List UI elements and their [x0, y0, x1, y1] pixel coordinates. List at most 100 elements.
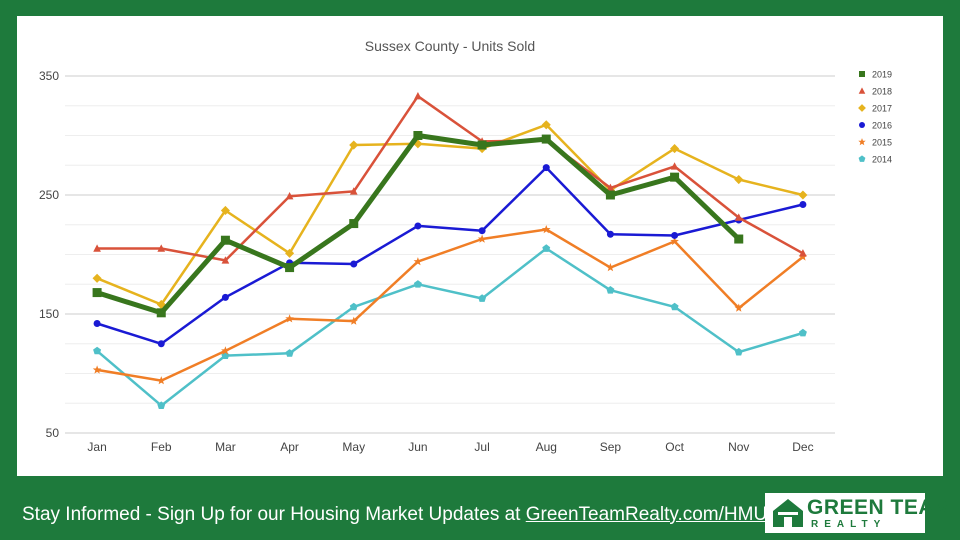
footer-link[interactable]: GreenTeamRealty.com/HMU — [525, 504, 768, 525]
data-point-2018 — [349, 187, 358, 195]
data-point-2015 — [477, 234, 487, 243]
data-point-2017 — [92, 273, 102, 283]
data-point-2015 — [156, 376, 166, 385]
data-point-2015 — [221, 346, 230, 355]
x-tick-label: Jan — [87, 440, 106, 454]
series-line-2015 — [96, 228, 804, 382]
data-point-2014 — [285, 349, 294, 357]
legend-label-2014: 2014 — [872, 155, 892, 165]
legend-label-2016: 2016 — [872, 121, 892, 131]
data-point-2019 — [156, 308, 166, 318]
series-line-2014 — [96, 247, 804, 407]
green-team-realty-logo[interactable]: GREEN TEAM REALTY — [765, 493, 952, 533]
logo-sub-text: REALTY — [811, 519, 887, 530]
x-tick-label: Nov — [728, 440, 749, 454]
legend-label-2017: 2017 — [872, 104, 892, 114]
x-tick-label: Aug — [536, 440, 557, 454]
data-point-2014 — [542, 244, 551, 252]
legend-label-2019: 2019 — [872, 70, 892, 80]
data-point-2016 — [221, 293, 229, 301]
x-tick-label: Feb — [151, 440, 172, 454]
data-point-2015 — [92, 365, 102, 374]
data-point-2018 — [734, 213, 743, 221]
house-icon — [773, 499, 803, 527]
x-tick-label: Jul — [474, 440, 489, 454]
data-point-2015 — [606, 263, 615, 272]
data-point-2017 — [798, 190, 808, 200]
data-point-2014 — [734, 347, 743, 356]
legend-marker-2014 — [858, 155, 866, 162]
legend-label-2018: 2018 — [872, 87, 892, 97]
y-tick-label: 150 — [39, 307, 59, 321]
data-point-2014 — [798, 328, 807, 337]
data-point-2014 — [478, 294, 487, 302]
legend-marker-2016 — [859, 122, 865, 128]
data-point-2019 — [734, 234, 744, 244]
legend-label-2015: 2015 — [872, 138, 892, 148]
data-point-2016 — [606, 230, 614, 238]
data-point-2018 — [221, 256, 230, 264]
data-point-2014 — [670, 302, 679, 311]
y-tick-label: 350 — [39, 69, 59, 83]
data-point-2019 — [285, 263, 295, 273]
data-point-2018 — [414, 92, 422, 100]
data-point-2016 — [799, 201, 807, 209]
data-point-2019 — [413, 131, 423, 140]
x-tick-label: Jun — [408, 440, 427, 454]
data-point-2019 — [670, 172, 680, 182]
data-point-2018 — [606, 183, 615, 192]
y-tick-label: 250 — [39, 188, 59, 202]
data-point-2016 — [478, 227, 486, 235]
legend-marker-2017 — [858, 104, 866, 112]
logo-main-text: GREEN TEAM — [807, 496, 953, 519]
data-point-2016 — [414, 222, 422, 230]
data-point-2018 — [799, 249, 807, 257]
chart-title: Sussex County - Units Sold — [365, 38, 535, 54]
footer-message: Stay Informed - Sign Up for our Housing … — [22, 504, 767, 526]
data-point-2018 — [285, 191, 294, 200]
data-point-2014 — [606, 286, 615, 294]
data-point-2016 — [157, 340, 165, 348]
data-point-2014 — [93, 346, 102, 355]
data-point-2017 — [670, 144, 680, 154]
data-point-2017 — [285, 248, 295, 258]
data-point-2016 — [93, 320, 101, 328]
data-point-2014 — [413, 280, 422, 288]
data-point-2016 — [542, 164, 550, 172]
footer-text: Stay Informed - Sign Up for our Housing … — [22, 504, 526, 525]
data-point-2015 — [541, 225, 551, 234]
data-point-2019 — [220, 235, 230, 245]
data-point-2019 — [349, 219, 359, 229]
data-point-2015 — [734, 303, 744, 312]
x-tick-label: Dec — [792, 440, 813, 454]
data-point-2018 — [157, 244, 166, 252]
data-point-2019 — [92, 288, 102, 298]
legend-marker-2018 — [858, 87, 866, 94]
data-point-2015 — [285, 314, 294, 323]
legend-marker-2019 — [859, 71, 865, 77]
data-point-2018 — [93, 244, 101, 252]
series-line-2016 — [96, 166, 804, 346]
data-point-2015 — [413, 257, 423, 266]
data-point-2017 — [541, 120, 551, 130]
data-point-2019 — [605, 190, 615, 200]
line-chart: Sussex County - Units Sold 50 150 250 350 Jan… — [39, 38, 892, 454]
x-tick-label: Sep — [600, 440, 622, 454]
legend-marker-2015 — [858, 138, 866, 146]
y-tick-label: 50 — [46, 426, 60, 440]
data-point-2016 — [671, 231, 679, 239]
x-tick-label: Apr — [280, 440, 299, 454]
data-point-2019 — [541, 134, 551, 144]
data-point-2017 — [734, 174, 744, 185]
data-point-2016 — [350, 260, 358, 268]
data-point-2014 — [349, 302, 358, 311]
x-tick-label: May — [342, 440, 365, 454]
data-point-2019 — [477, 140, 487, 150]
data-point-2015 — [670, 236, 679, 246]
data-point-2018 — [670, 162, 679, 170]
data-point-2014 — [157, 401, 166, 409]
series-line-2017 — [96, 123, 804, 306]
data-point-2015 — [349, 316, 359, 325]
chart-card: Sussex County - Units Sold 50 150 250 350 Jan… — [17, 16, 943, 476]
data-point-2017 — [220, 205, 230, 216]
